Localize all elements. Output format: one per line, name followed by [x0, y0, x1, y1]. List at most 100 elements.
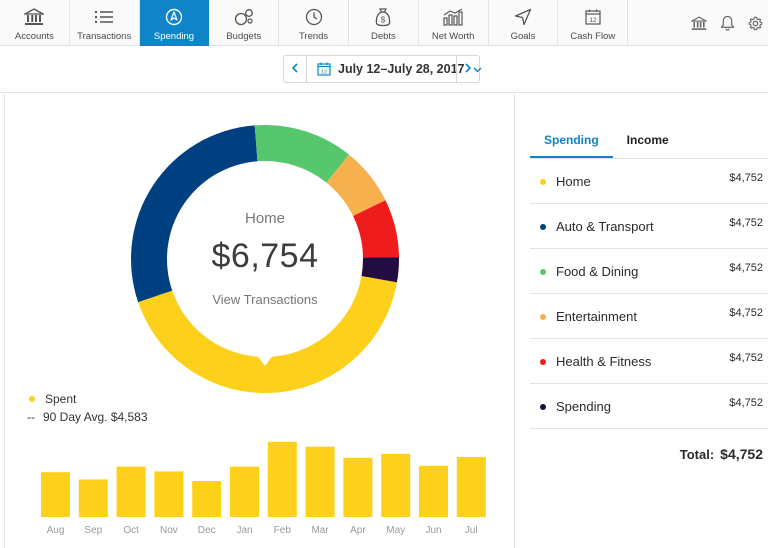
category-name: Health & Fitness: [556, 354, 652, 369]
previous-period-button[interactable]: [284, 56, 307, 82]
nav-tab-label: Accounts: [14, 31, 54, 42]
x-tick-label: Mar: [311, 525, 329, 536]
total-value: $4,752: [720, 446, 763, 462]
category-row-home[interactable]: Home $4,752: [530, 159, 768, 204]
bar-jan[interactable]: [230, 466, 259, 517]
category-row-auto-transport[interactable]: Auto & Transport $4,752: [530, 204, 768, 249]
nav-tab-accounts[interactable]: Accounts: [0, 0, 70, 46]
svg-text:$: $: [381, 16, 386, 25]
compass-icon: [163, 7, 185, 27]
navigation-arrow-icon: [512, 7, 534, 27]
tab-spending[interactable]: Spending: [530, 124, 613, 158]
category-color-dot: [540, 359, 546, 365]
x-tick-label: Dec: [198, 525, 216, 536]
nav-tab-budgets[interactable]: Budgets: [209, 0, 280, 46]
x-tick-label: Jun: [425, 525, 441, 536]
category-row-health-fitness[interactable]: Health & Fitness $4,752: [530, 339, 768, 384]
date-range-dropdown[interactable]: 12 July 12–July 28, 2017: [307, 56, 483, 82]
bar-feb[interactable]: [267, 441, 297, 517]
category-row-spending[interactable]: Spending $4,752: [530, 384, 768, 429]
money-bag-icon: $: [372, 7, 394, 27]
legend-label: 90 Day Avg. $4,583: [43, 410, 148, 424]
category-name: Entertainment: [556, 309, 637, 324]
x-tick-label: Sep: [84, 525, 102, 536]
next-period-button[interactable]: [456, 56, 479, 82]
panel-divider-right: [514, 94, 515, 548]
legend-item-average: -- 90 Day Avg. $4,583: [27, 408, 148, 426]
bar-jul[interactable]: [456, 457, 486, 517]
bar-jun[interactable]: [419, 465, 448, 517]
bar-dec[interactable]: [192, 481, 222, 517]
monthly-spending-bar-chart: Aug Sep Oct Nov Dec Jan Feb Mar Apr May Jun Jul: [41, 441, 486, 536]
nav-utility-icons: [690, 0, 768, 46]
nav-tab-label: Debts: [370, 31, 396, 42]
bar-nov[interactable]: [154, 471, 184, 517]
nav-tab-spending[interactable]: Spending: [139, 0, 210, 46]
svg-text:12: 12: [589, 17, 597, 24]
spending-overview-panel: Home $6,754 View Transactions Spent -- 9…: [5, 94, 514, 546]
nav-tab-goals[interactable]: Goals: [489, 0, 559, 46]
donut-segment-entertainment[interactable]: [326, 154, 386, 217]
date-range-picker: 12 July 12–July 28, 2017: [283, 55, 483, 83]
donut-segment-spending[interactable]: [361, 257, 400, 283]
donut-segment-home[interactable]: [138, 276, 397, 393]
selected-category-amount: $6,754: [211, 237, 319, 275]
category-row-food-dining[interactable]: Food & Dining $4,752: [530, 249, 768, 294]
nav-tab-debts[interactable]: $ Debts: [349, 0, 419, 46]
nav-tab-label: Transactions: [77, 31, 132, 42]
category-name: Auto & Transport: [556, 219, 654, 234]
category-name: Home: [556, 174, 591, 189]
bank-icon[interactable]: [690, 14, 708, 32]
x-tick-label: Jan: [236, 525, 252, 536]
bar-may[interactable]: [381, 453, 411, 517]
selected-category-label: Home: [244, 210, 285, 227]
nav-tab-transactions[interactable]: Transactions: [70, 0, 140, 46]
bar-mar[interactable]: [305, 446, 335, 517]
bar-aug[interactable]: [41, 472, 70, 517]
nav-tab-net-worth[interactable]: Net Worth: [419, 0, 489, 46]
bar-oct[interactable]: [116, 466, 146, 517]
donut-segment-health-fitness[interactable]: [353, 200, 399, 258]
total-label: Total:: [679, 447, 715, 462]
list-icon: [93, 7, 115, 27]
donut-segment-auto-transport[interactable]: [131, 125, 258, 303]
date-range-bar: 12 July 12–July 28, 2017: [0, 46, 768, 93]
nav-tab-trends[interactable]: Trends: [279, 0, 349, 46]
category-color-dot: [540, 179, 546, 185]
svg-text:12: 12: [321, 70, 327, 76]
calendar-icon: 12: [317, 62, 331, 76]
gear-icon[interactable]: [746, 14, 764, 32]
x-tick-label: Feb: [274, 525, 292, 536]
bar-apr[interactable]: [343, 457, 373, 517]
tab-income[interactable]: Income: [626, 133, 669, 147]
category-name: Spending: [556, 399, 611, 414]
bar-chart-icon: [442, 7, 464, 27]
dashed-line-icon: --: [27, 410, 35, 424]
category-row-entertainment[interactable]: Entertainment $4,752: [530, 294, 768, 339]
x-tick-label: Nov: [160, 525, 178, 536]
nav-tab-label: Goals: [510, 31, 536, 42]
budget-circles-icon: [233, 7, 255, 27]
panel-divider-left: [4, 94, 5, 548]
category-amount: $4,752: [729, 307, 763, 319]
view-transactions-link[interactable]: View Transactions: [212, 292, 318, 307]
category-color-dot: [540, 314, 546, 320]
tabs-underline: [530, 158, 768, 159]
x-tick-label: Aug: [47, 525, 65, 536]
x-tick-label: Oct: [123, 525, 139, 536]
category-color-dot: [540, 404, 546, 410]
category-amount: $4,752: [729, 262, 763, 274]
bar-sep[interactable]: [78, 479, 108, 517]
x-tick-label: Apr: [350, 525, 366, 536]
legend-item-spent: Spent: [27, 390, 148, 408]
top-navigation: Accounts Transactions Spending Budgets T…: [0, 0, 768, 46]
legend-dot: [29, 396, 35, 402]
nav-tab-label: Trends: [298, 31, 329, 42]
total-row: Total: $4,752: [680, 446, 763, 462]
spending-income-tabs: Spending Income: [530, 124, 683, 158]
donut-center: Home $6,754 View Transactions: [130, 124, 400, 394]
nav-tab-cash-flow[interactable]: 12 Cash Flow: [558, 0, 629, 46]
donut-segment-food-dining[interactable]: [254, 125, 349, 183]
bell-icon[interactable]: [718, 14, 736, 32]
donut-chart-svg: [131, 125, 400, 393]
